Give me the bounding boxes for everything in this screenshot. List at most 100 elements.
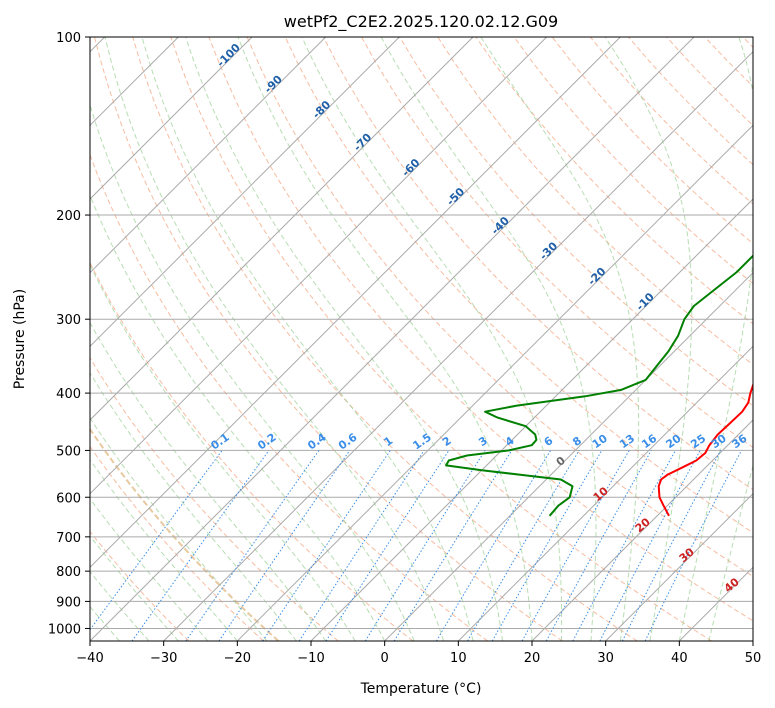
dry-adiabat (90, 153, 488, 641)
moist-adiabat (480, 37, 640, 641)
isotherm (384, 271, 753, 641)
mixing-ratio-line (393, 450, 513, 641)
y-axis-title: Pressure (hPa) (12, 289, 28, 389)
isotherm (163, 50, 753, 641)
isotherm-label: -100 (214, 41, 243, 70)
mixing-ratio-line (131, 450, 270, 641)
mixing-ratio-label: 36 (729, 432, 749, 452)
moist-adiabat-label: 40 (722, 575, 742, 595)
x-tick-label: 10 (450, 651, 467, 666)
dry-adiabat (399, 37, 753, 407)
mixing-ratio-line (572, 450, 676, 641)
isotherm (90, 37, 327, 274)
isotherm (90, 37, 400, 348)
isotherm (605, 492, 753, 641)
moist-adiabat (90, 371, 297, 641)
dry-adiabat (513, 37, 753, 285)
isotherm (678, 566, 753, 641)
dry-adiabat (742, 37, 753, 48)
x-tick-label: −10 (297, 651, 324, 666)
mixing-ratio-label: 13 (617, 432, 637, 451)
reference-adiabat (90, 427, 280, 641)
x-tick-label: 20 (524, 651, 541, 666)
grid-lines (90, 37, 753, 641)
dry-adiabat (475, 37, 753, 325)
moist-adiabat-label: 0 (554, 454, 568, 469)
isotherm-label: -10 (634, 290, 657, 313)
x-tick-label: 0 (381, 651, 389, 666)
isotherm (236, 124, 753, 641)
isotherm (457, 345, 753, 641)
mixing-ratio-label: 0.4 (305, 430, 329, 452)
mixing-ratio-label: 25 (688, 432, 708, 451)
moist-adiabat (90, 194, 386, 641)
dry-adiabat (94, 37, 563, 641)
y-tick-label: 400 (56, 387, 81, 402)
y-tick-label: 200 (56, 209, 81, 224)
isotherm (90, 37, 695, 641)
isotherm-label: -50 (444, 185, 467, 208)
moist-adiabat-label: 20 (633, 515, 653, 535)
mixing-ratio-line (621, 450, 722, 641)
dry-adiabat (90, 445, 264, 641)
isotherm (531, 419, 753, 641)
sounding-profiles (445, 254, 753, 517)
moist-adiabat (90, 263, 356, 641)
mixing-ratio-line (298, 450, 425, 641)
moist-adiabat (104, 37, 445, 641)
dry-adiabat (208, 37, 753, 622)
y-tick-label: 500 (56, 444, 81, 459)
y-tick-label: 700 (56, 531, 81, 546)
isotherm (90, 37, 474, 421)
mixing-ratio-line (90, 450, 223, 631)
moist-adiabat (301, 37, 563, 641)
isotherm (90, 37, 548, 495)
mixing-ratio-line (185, 450, 320, 641)
isotherm-label: -70 (351, 131, 374, 154)
chart-title: wetPf2_C2E2.2025.120.02.12.G09 (284, 12, 558, 32)
x-tick-label: 40 (671, 651, 688, 666)
isotherm-label: -40 (489, 214, 512, 237)
mixing-ratio-line (644, 450, 742, 641)
y-tick-label: 1000 (48, 622, 81, 637)
plot-background (90, 37, 753, 641)
x-tick-label: −40 (76, 651, 103, 666)
mixing-ratio-lines (90, 450, 742, 641)
x-tick-label: −30 (150, 651, 177, 666)
moist-adiabat (237, 37, 533, 641)
moist-adiabat (141, 37, 474, 641)
moist-adiabat (90, 458, 238, 641)
mixing-ratio-line (364, 450, 486, 641)
y-tick-label: 600 (56, 491, 81, 506)
isotherm-label: -80 (310, 98, 333, 121)
y-tick-label: 800 (56, 565, 81, 580)
temperature-profile (657, 382, 753, 517)
dry-adiabat (90, 356, 339, 641)
dry-adiabat (170, 37, 712, 641)
mixing-ratio-line (521, 450, 630, 641)
dry-adiabat (361, 37, 753, 448)
isotherm (90, 37, 253, 200)
moist-adiabat (708, 463, 753, 641)
isotherm (90, 37, 621, 569)
dry-adiabat (90, 530, 190, 641)
mixing-ratio-label: 1.5 (410, 431, 433, 453)
mixing-ratio-line (325, 450, 450, 641)
dry-adiabat (132, 37, 638, 641)
isotherm (310, 198, 753, 641)
moist-adiabat (90, 321, 327, 641)
mixing-ratio-label: 0.1 (208, 431, 231, 453)
mixing-ratio-label: 10 (590, 432, 610, 452)
mixing-ratio-label: 6 (542, 434, 556, 449)
mixing-ratio-line (545, 450, 652, 641)
dry-adiabat (284, 37, 753, 534)
dry-adiabat (704, 37, 753, 87)
x-tick-label: 30 (597, 651, 614, 666)
dry-adiabat (437, 37, 753, 366)
mixing-ratio-line (262, 450, 391, 641)
moist-adiabat (185, 37, 503, 641)
moist-adiabat (380, 37, 597, 641)
moist-adiabat (90, 103, 415, 641)
isotherm-label: -60 (399, 156, 422, 179)
isotherm-label: -90 (262, 73, 285, 96)
